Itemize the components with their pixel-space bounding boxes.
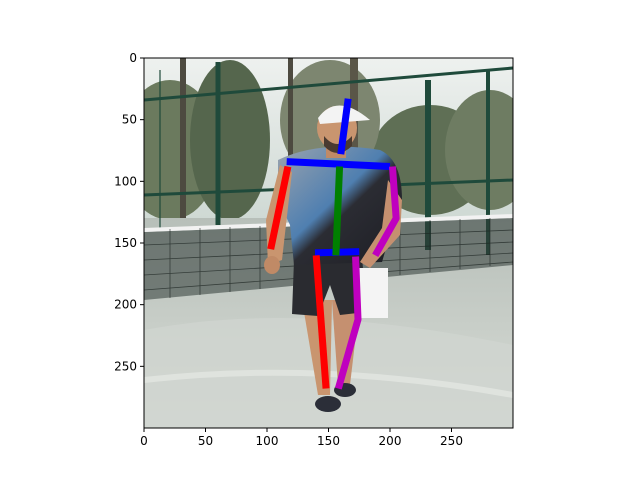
limb-left-leg [334,256,362,390]
y-tick-label: 50 [122,113,137,127]
y-axis: 0 50 100 150 200 250 [114,51,144,373]
limb-right-leg [312,255,330,389]
y-tick-label: 150 [114,236,137,250]
pose-skeleton [267,98,400,390]
x-tick-label: 100 [256,434,279,448]
limb-torso [332,166,344,256]
y-tick-label: 250 [114,359,137,373]
x-tick-label: 200 [379,434,402,448]
limb-shoulders [286,158,391,171]
x-tick-label: 150 [317,434,340,448]
x-tick-label: 250 [440,434,463,448]
x-tick-label: 0 [140,434,148,448]
limb-right-arm [267,165,292,250]
y-tick-label: 200 [114,298,137,312]
limb-left-arm [372,166,400,258]
x-tick-label: 50 [198,434,213,448]
limb-head-neck [337,98,352,155]
y-tick-label: 0 [129,51,137,65]
y-tick-label: 100 [114,174,137,188]
x-axis: 0 50 100 150 200 250 [140,428,463,448]
